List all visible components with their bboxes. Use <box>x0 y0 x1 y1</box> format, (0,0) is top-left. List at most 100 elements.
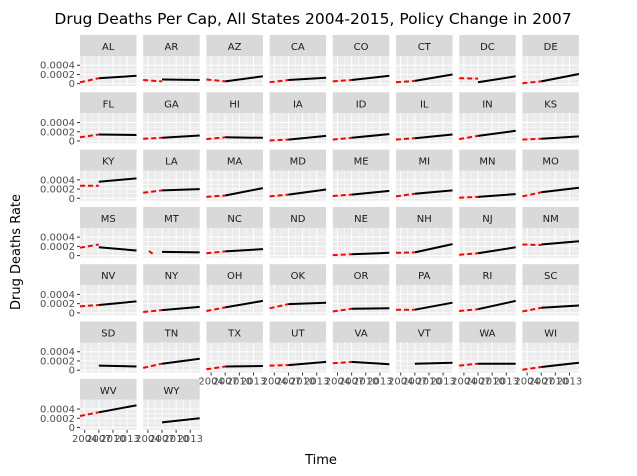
facet-strip-label: AL <box>102 42 115 53</box>
post-policy-line <box>351 74 390 81</box>
y-tick-label: 0 <box>69 423 75 434</box>
facet-strip-label: MI <box>418 157 430 168</box>
facet-strip-label: NE <box>354 214 368 225</box>
facet-strip-label: KY <box>102 157 115 168</box>
facet-strip-label: ID <box>356 99 367 110</box>
pre-policy-line <box>143 309 163 313</box>
facet-strip <box>269 149 327 171</box>
post-policy-line <box>225 365 263 368</box>
facet-strip-label: VA <box>355 329 368 340</box>
facet-strip <box>269 35 327 56</box>
facet-panel-il: IL <box>395 92 453 144</box>
post-policy-line <box>541 135 579 140</box>
facet-panel-az: AZ <box>206 35 264 86</box>
facet-strip <box>143 321 200 343</box>
facet-strip <box>206 321 263 343</box>
panel-background <box>396 342 453 373</box>
facet-strip <box>522 92 579 114</box>
post-policy-line <box>225 136 263 139</box>
facet-panel-ga: GA <box>143 92 200 144</box>
facet-strip-label: WV <box>100 386 117 397</box>
facet-panel-co: CO <box>332 35 390 86</box>
facet-panel-hi: HI <box>206 92 263 144</box>
post-policy-line <box>98 364 137 368</box>
y-tick-label: 0.0004 <box>40 290 75 301</box>
facet-strip <box>459 92 516 114</box>
y-tick-label: 0 <box>69 136 75 147</box>
facet-strip-label: ND <box>290 214 305 225</box>
facet-strip <box>269 206 327 228</box>
facet-strip-label: KS <box>544 99 557 110</box>
pre-policy-line <box>206 136 226 141</box>
facet-strip <box>459 149 516 171</box>
pre-policy-line <box>269 364 289 367</box>
x-tick-label: 2007 <box>149 434 174 445</box>
x-tick-label: 2010 <box>353 377 378 388</box>
facet-strip <box>332 35 390 56</box>
facet-panel-or: OR <box>332 264 390 316</box>
post-policy-line <box>351 133 390 139</box>
pre-policy-line <box>522 306 542 313</box>
pre-policy-line <box>459 195 479 199</box>
y-tick-label: 0.0004 <box>40 118 75 129</box>
facet-strip-label: SD <box>101 329 115 340</box>
post-policy-line <box>414 189 453 195</box>
pre-policy-line <box>79 133 99 139</box>
pre-policy-line <box>522 191 542 198</box>
x-tick-label: 2007 <box>213 377 238 388</box>
pre-policy-line <box>332 136 352 141</box>
facet-strip <box>332 92 390 114</box>
facet-strip <box>459 321 516 343</box>
y-tick-label: 0.0002 <box>40 127 75 138</box>
x-tick-label: 2004 <box>135 434 160 445</box>
post-policy-line <box>98 246 137 252</box>
facet-strip-label: ME <box>354 157 369 168</box>
post-policy-line <box>161 134 200 139</box>
pre-policy-line <box>395 79 415 84</box>
post-policy-line <box>477 193 516 198</box>
facet-strip <box>269 264 327 286</box>
post-policy-line <box>161 357 200 365</box>
pre-policy-line <box>269 193 289 198</box>
facet-panel-ny: NY <box>143 264 200 316</box>
facet-panel-nc: NC <box>206 206 263 258</box>
facet-strip <box>80 206 137 228</box>
facet-panel-de: DE <box>522 35 580 86</box>
facet-strip-label: NC <box>227 214 241 225</box>
post-policy-line <box>288 301 327 306</box>
x-tick-label: 2004 <box>325 377 350 388</box>
facet-strip-label: CT <box>418 42 432 53</box>
y-tick-label: 0.0002 <box>40 414 75 425</box>
facet-strip <box>459 206 516 228</box>
post-policy-line <box>161 188 200 192</box>
post-policy-line <box>288 134 327 141</box>
facet-panel-tn: TN <box>142 321 200 373</box>
y-tick-label: 0.0002 <box>40 299 75 310</box>
panel-background <box>80 113 137 144</box>
facet-strip-label: MD <box>290 157 307 168</box>
facet-strip-label: NJ <box>482 214 492 225</box>
facet-strip-label: UT <box>291 329 305 340</box>
post-policy-line <box>414 361 453 365</box>
x-tick-label: 2010 <box>543 377 568 388</box>
y-tick-label: 0.0004 <box>40 347 75 358</box>
facet-strip <box>332 206 390 228</box>
y-tick-label: 0 <box>69 251 75 262</box>
facet-strip <box>80 149 137 171</box>
facet-strip-label: IL <box>420 99 429 110</box>
facet-strip <box>80 264 137 286</box>
facet-strip <box>522 206 579 228</box>
facet-strip-label: VT <box>418 329 432 340</box>
facet-strip-label: CA <box>291 42 305 53</box>
post-policy-line <box>351 189 390 196</box>
facet-strip <box>332 321 390 343</box>
facet-strip <box>80 321 137 343</box>
post-policy-line <box>288 188 327 196</box>
panel-background <box>206 285 263 316</box>
x-tick-label: 2004 <box>198 377 223 388</box>
facet-strip <box>80 92 137 114</box>
facet-panel-ne: NE <box>332 206 390 258</box>
